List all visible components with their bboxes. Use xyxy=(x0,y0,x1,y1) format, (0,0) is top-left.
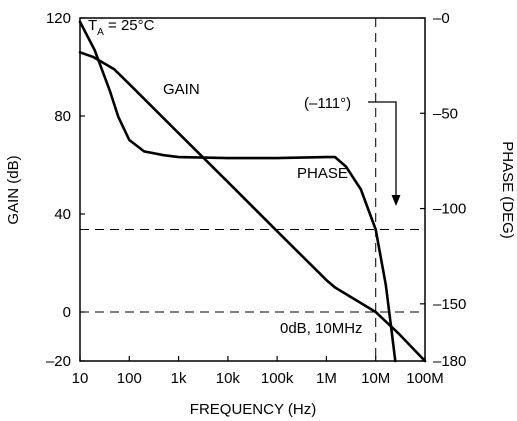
x-tick-label: 1M xyxy=(316,370,337,387)
crossover-label: 0dB, 10MHz xyxy=(280,320,363,337)
series xyxy=(78,20,427,363)
phase-value-label: (–111°) xyxy=(304,95,351,112)
arrow-head xyxy=(391,195,401,206)
y-left-tick-label: 80 xyxy=(54,108,71,125)
y-right-tick-label: –0 xyxy=(433,10,450,27)
gain-curve xyxy=(78,50,427,363)
gain-series-label: GAIN xyxy=(163,81,200,98)
x-tick-label: 100M xyxy=(406,370,444,387)
y-left-axis-label: GAIN (dB) xyxy=(5,155,22,224)
phase-series-label: PHASE xyxy=(297,165,348,182)
y-right-tick-label: –180 xyxy=(433,353,466,370)
x-tick-label: 100 xyxy=(117,370,142,387)
x-tick-label: 10M xyxy=(361,370,390,387)
ta-label: TA = 25°C xyxy=(88,17,155,38)
ticks: 10 100 1k 10k 100k 1M 10M 100M –20 0 40 80 120 –180 –1… xyxy=(46,10,466,387)
reference-lines xyxy=(80,18,425,361)
phase-arrow xyxy=(368,101,401,206)
x-tick-label: 1k xyxy=(171,370,187,387)
y-right-tick-label: –100 xyxy=(433,201,466,218)
plot-frame xyxy=(79,17,426,362)
x-axis-label: FREQUENCY (Hz) xyxy=(190,401,316,418)
y-left-tick-label: 0 xyxy=(63,304,71,321)
y-right-tick-label: –50 xyxy=(433,105,458,122)
y-right-axis-label: PHASE (DEG) xyxy=(499,141,516,239)
y-left-tick-label: 40 xyxy=(54,206,71,223)
y-right-tick-label: –150 xyxy=(433,296,466,313)
phase-curve xyxy=(78,20,397,363)
x-tick-label: 100k xyxy=(261,370,294,387)
arrow-line xyxy=(368,101,397,197)
x-tick-label: 10 xyxy=(72,370,89,387)
x-tick-label: 10k xyxy=(216,370,241,387)
y-left-tick-label: 120 xyxy=(46,10,71,27)
y-left-tick-label: –20 xyxy=(46,353,71,370)
